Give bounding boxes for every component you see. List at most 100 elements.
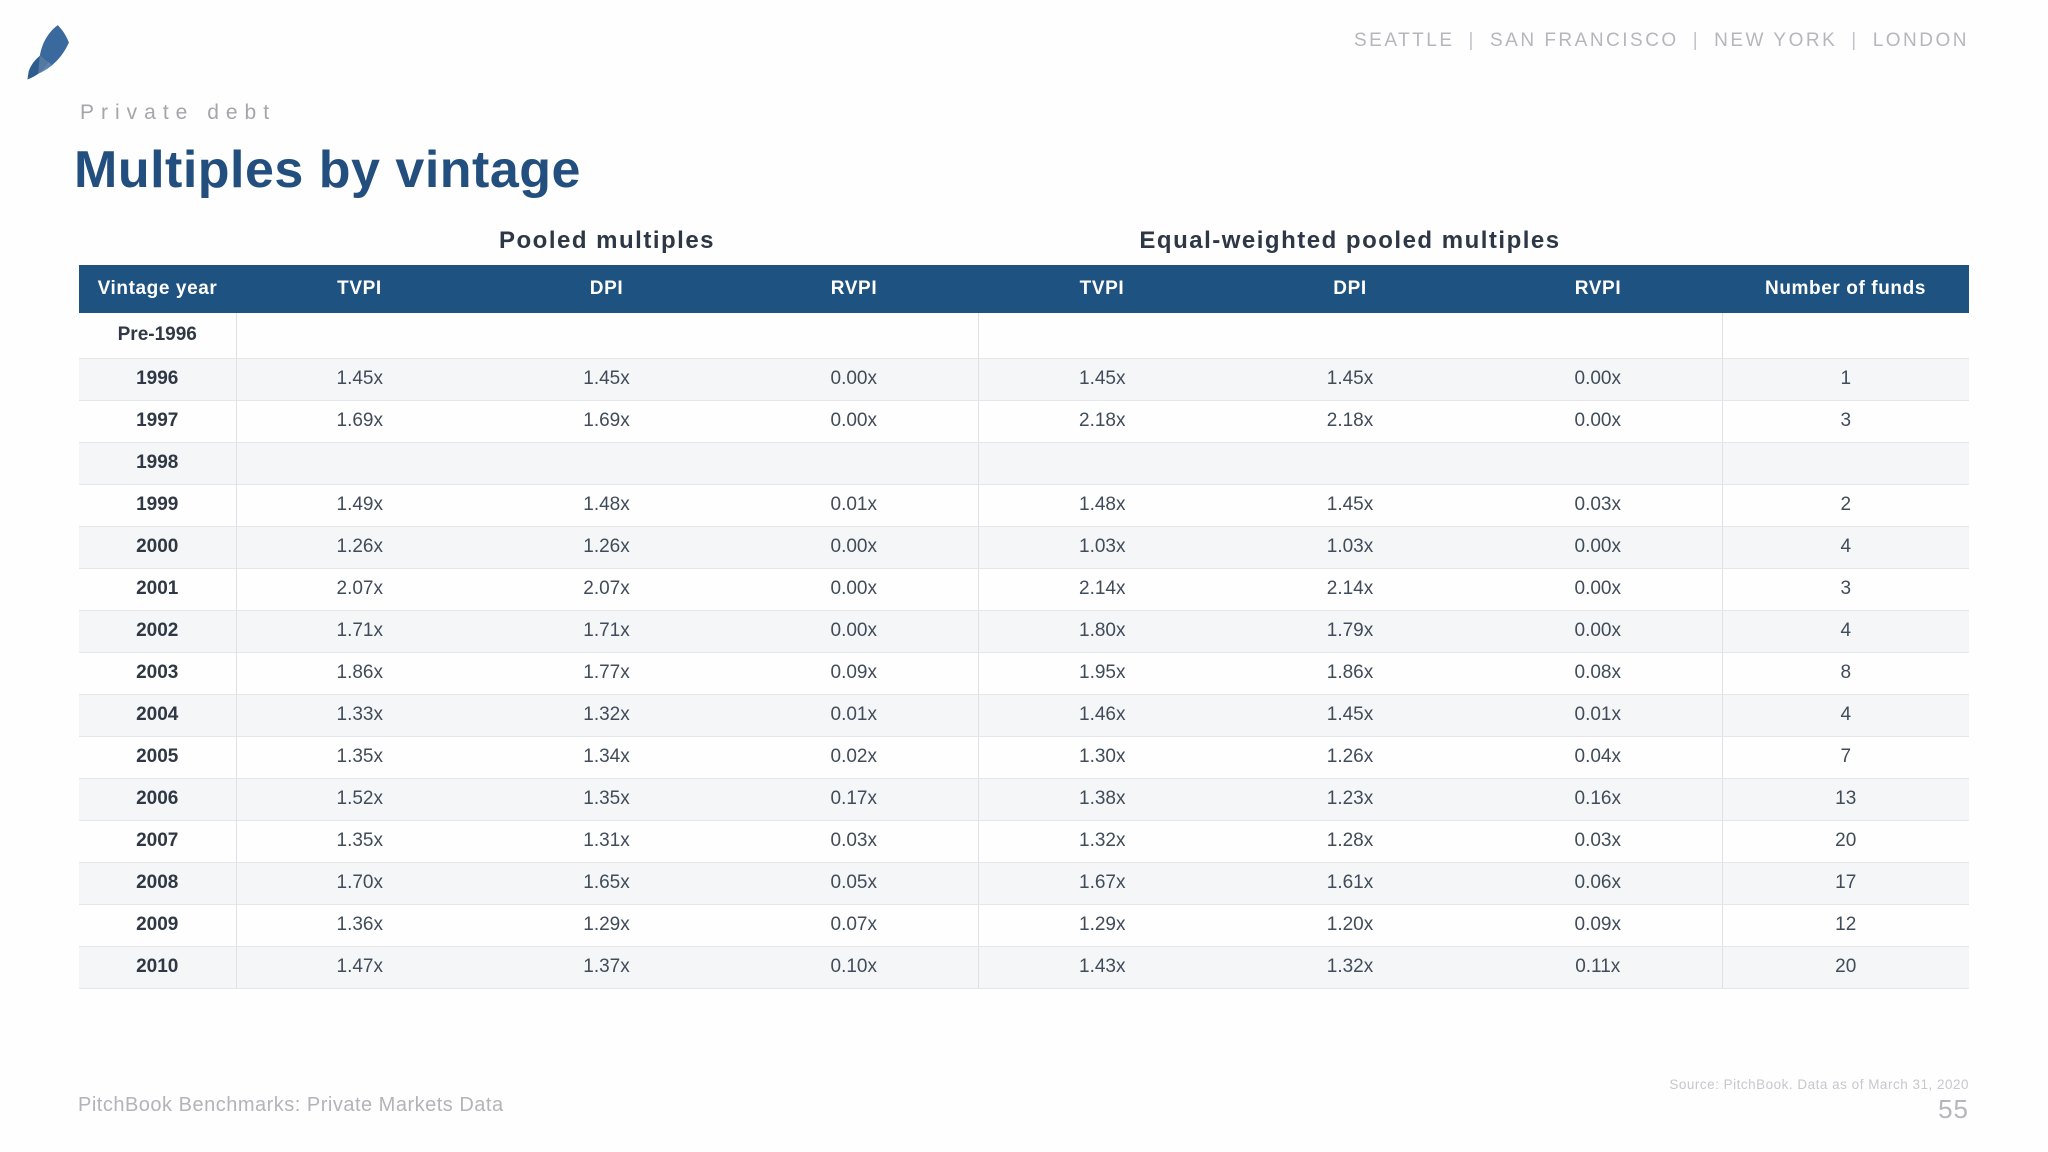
multiple-cell (483, 313, 730, 358)
multiple-cell: 1.35x (235, 735, 483, 778)
multiple-cell: 1.45x (235, 357, 483, 400)
multiple-cell: 1.20x (1226, 903, 1474, 946)
city-label: LONDON (1872, 30, 1969, 51)
multiple-cell: 0.09x (1474, 903, 1722, 946)
multiple-cell (235, 313, 483, 358)
multiple-cell: 1.26x (1226, 735, 1474, 778)
multiple-cell: 0.02x (730, 735, 978, 778)
multiple-cell: 0.00x (730, 399, 978, 442)
funds-count-cell: 3 (1721, 399, 1969, 442)
multiple-cell: 0.00x (730, 357, 978, 400)
city-label: NEW YORK (1714, 30, 1838, 51)
multiple-cell: 0.07x (730, 903, 978, 946)
multiple-cell: 2.07x (483, 567, 730, 610)
multiple-cell: 1.65x (483, 861, 730, 904)
vintage-year-cell: 2009 (79, 903, 236, 946)
vintage-year-cell: Pre-1996 (117, 324, 197, 346)
multiple-cell: 2.18x (1226, 399, 1474, 442)
multiple-cell: 1.49x (235, 483, 483, 526)
vintage-year-cell: 2007 (79, 819, 236, 862)
source-note: Source: PitchBook. Data as of March 31, … (1669, 1077, 1969, 1092)
multiple-cell: 1.77x (483, 651, 730, 694)
funds-count-cell: 20 (1721, 819, 1969, 862)
multiple-cell: 1.45x (977, 357, 1226, 400)
pooled-multiples-heading: Pooled multiples (498, 227, 716, 254)
col-header-pooled-tvpi: TVPI (236, 265, 483, 313)
vintage-year-cell: 1996 (79, 357, 236, 400)
multiple-cell: 1.48x (483, 483, 730, 526)
multiple-cell: 2.18x (977, 399, 1226, 442)
vintage-year-cell: 2000 (79, 525, 236, 568)
vintage-year-cell: 2005 (79, 735, 236, 778)
col-header-equal-rvpi: RVPI (1474, 265, 1722, 313)
funds-count-cell: 12 (1721, 903, 1969, 946)
vintage-year-cell: 2001 (79, 567, 236, 610)
multiple-cell: 1.69x (483, 399, 730, 442)
vintage-year-cell: 2006 (79, 777, 236, 820)
table-header-row: Vintage year TVPI DPI RVPI TVPI DPI RVPI… (79, 265, 1969, 313)
table-row: 1996 1.45x 1.45x 0.00x 1.45x 1.45x 0.00x 1 (79, 357, 1969, 400)
vintage-year-cell: 2008 (79, 861, 236, 904)
city-separator: | (1468, 30, 1476, 51)
col-header-equal-tvpi: TVPI (978, 265, 1226, 313)
multiple-cell: 1.28x (1226, 819, 1474, 862)
table-row: 2009 1.36x 1.29x 0.07x 1.29x 1.20x 0.09x 12 (79, 903, 1969, 946)
multiple-cell: 1.47x (235, 945, 483, 989)
vintage-year-cell: 1997 (79, 399, 236, 442)
city-label: SEATTLE (1353, 30, 1455, 51)
table-row: 2005 1.35x 1.34x 0.02x 1.30x 1.26x 0.04x 7 (79, 735, 1969, 778)
footer-title: PitchBook Benchmarks: Private Markets Da… (78, 1094, 504, 1116)
pitchbook-logo-icon (27, 25, 69, 80)
multiple-cell: 1.37x (483, 945, 730, 989)
funds-count-cell: 17 (1721, 861, 1969, 904)
multiple-cell: 1.52x (235, 777, 483, 820)
multiple-cell: 0.03x (1474, 819, 1722, 862)
multiple-cell: 1.86x (235, 651, 483, 694)
multiple-cell (977, 441, 1226, 484)
multiple-cell: 0.00x (1474, 399, 1722, 442)
funds-count-cell: 1 (1721, 357, 1969, 400)
office-locations: SEATTLE | SAN FRANCISCO | NEW YORK | LONDON (1354, 30, 1969, 52)
vintage-year-cell: 2003 (79, 651, 236, 694)
multiple-cell: 0.05x (730, 861, 978, 904)
multiple-cell: 1.45x (1226, 357, 1474, 400)
table-row: 2004 1.33x 1.32x 0.01x 1.46x 1.45x 0.01x 4 (79, 693, 1969, 736)
vintage-year-cell: 1998 (79, 441, 236, 484)
multiple-cell: 1.23x (1226, 777, 1474, 820)
multiple-cell: 1.30x (977, 735, 1226, 778)
multiple-cell: 1.38x (977, 777, 1226, 820)
multiple-cell: 0.03x (1474, 483, 1722, 526)
city-label: SAN FRANCISCO (1489, 30, 1679, 51)
col-header-pooled-dpi: DPI (483, 265, 730, 313)
multiple-cell: 0.00x (1474, 357, 1722, 400)
multiple-cell: 0.00x (730, 525, 978, 568)
multiple-cell: 1.32x (1226, 945, 1474, 989)
multiple-cell: 1.67x (977, 861, 1226, 904)
multiple-cell: 1.69x (235, 399, 483, 442)
multiple-cell: 1.03x (977, 525, 1226, 568)
funds-count-cell: 20 (1721, 945, 1969, 989)
multiple-cell: 1.33x (235, 693, 483, 736)
multiple-cell (1474, 313, 1722, 358)
table-row: Pre-1996 (79, 313, 1969, 358)
multiple-cell: 1.32x (977, 819, 1226, 862)
multiple-cell: 0.10x (730, 945, 978, 989)
multiple-cell: 1.71x (235, 609, 483, 652)
vintage-year-cell: 2004 (79, 693, 236, 736)
section-label: Private debt (80, 101, 277, 124)
vintage-year-cell: 2002 (79, 609, 236, 652)
multiple-cell: 1.29x (977, 903, 1226, 946)
multiple-cell: 1.61x (1226, 861, 1474, 904)
col-header-number-of-funds: Number of funds (1722, 265, 1969, 313)
multiple-cell: 1.03x (1226, 525, 1474, 568)
multiple-cell: 2.14x (1226, 567, 1474, 610)
funds-count-cell: 13 (1721, 777, 1969, 820)
table-body: Pre-1996 1996 1.45x 1.45x 0.00x 1.45x 1.45x 0.0… (79, 313, 1969, 989)
multiple-cell (235, 441, 483, 484)
equal-weighted-heading: Equal-weighted pooled multiples (1139, 227, 1561, 254)
multiple-cell: 1.86x (1226, 651, 1474, 694)
multiple-cell: 0.00x (1474, 609, 1722, 652)
col-header-pooled-rvpi: RVPI (730, 265, 978, 313)
table-row: 1999 1.49x 1.48x 0.01x 1.48x 1.45x 0.03x 2 (79, 483, 1969, 526)
